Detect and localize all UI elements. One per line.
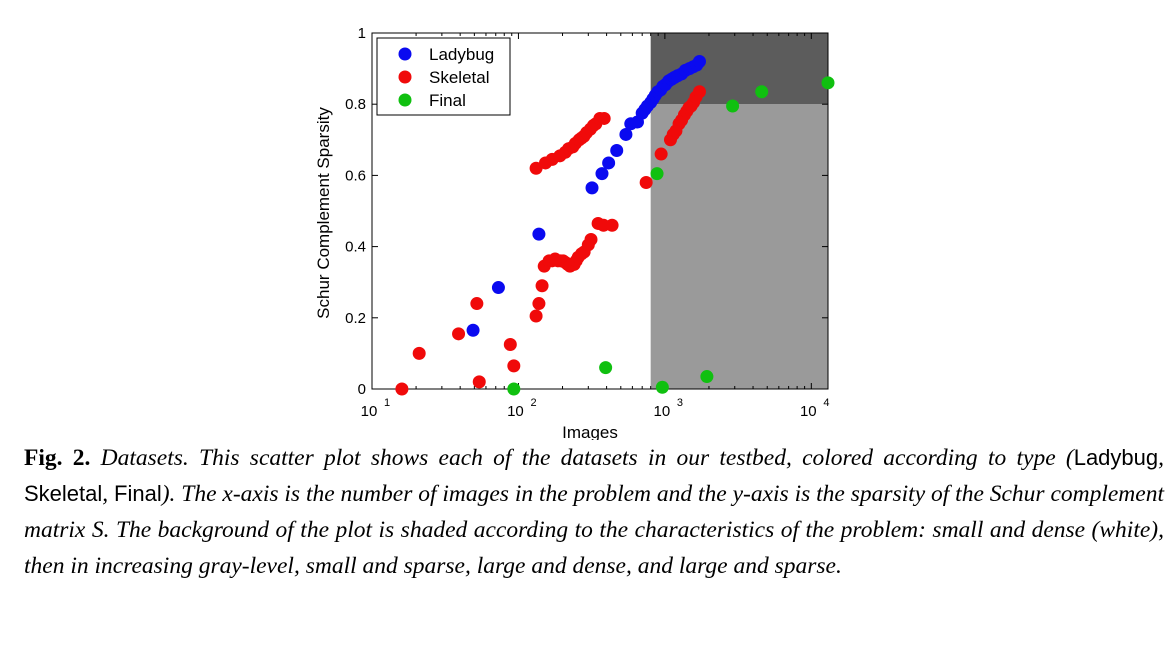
legend-label-skeletal: Skeletal: [429, 68, 489, 87]
x-tick-exponent: 3: [677, 397, 683, 409]
x-axis-label: Images: [562, 423, 618, 440]
series-ladybug: [466, 54, 706, 337]
data-point-skeletal: [503, 338, 517, 351]
y-tick-label: 0: [358, 381, 366, 398]
x-tick-exponent: 2: [530, 397, 536, 409]
caption-text-2: ). The x-axis is the number of images in…: [24, 481, 1164, 579]
data-point-skeletal: [529, 309, 543, 323]
x-tick-label: 10: [361, 403, 378, 420]
legend-marker-final: [398, 93, 412, 107]
caption-type-ladybug: Ladybug: [1073, 445, 1159, 470]
axis-ticks: 10 1 10 2 10 3 10 4 0 0.2 0.4 0.6 0.8 1: [345, 25, 829, 420]
legend: Ladybug Skeletal Final: [376, 37, 511, 116]
caption-type-skeletal: Skeletal: [24, 481, 103, 506]
shaded-region-1: [650, 104, 828, 389]
x-tick-label: 10: [507, 403, 524, 420]
data-point-final: [650, 167, 664, 181]
data-point-ladybug: [610, 143, 624, 157]
data-point-skeletal: [597, 111, 611, 125]
data-point-ladybug: [595, 167, 609, 181]
caption-text-1: Datasets. This scatter plot shows each o…: [90, 445, 1074, 471]
x-tick-exponent: 4: [823, 397, 829, 409]
data-point-skeletal: [584, 232, 598, 246]
data-point-skeletal: [395, 382, 409, 396]
scatter-chart: 10 1 10 2 10 3 10 4 0 0.2 0.4 0.6 0.8 1 Ladybug Skelet…: [314, 25, 835, 440]
shaded-region-2: [650, 33, 828, 105]
data-point-skeletal: [532, 297, 546, 311]
data-point-final: [755, 85, 769, 99]
data-points: [395, 54, 835, 396]
data-point-final: [700, 370, 714, 384]
figure-caption: Fig. 2. Datasets. This scatter plot show…: [24, 440, 1164, 584]
legend-marker-skeletal: [398, 70, 412, 84]
caption-separator: ,: [1158, 445, 1164, 471]
x-tick-label: 10: [800, 403, 817, 420]
y-tick-label: 0.2: [345, 310, 366, 327]
data-point-skeletal: [692, 85, 706, 99]
data-point-skeletal: [470, 297, 484, 311]
data-point-ladybug: [532, 227, 546, 241]
data-point-skeletal: [507, 359, 521, 373]
x-tick-exponent: 1: [384, 397, 390, 409]
background-regions: [650, 33, 828, 389]
y-tick-label: 0.6: [345, 167, 366, 184]
legend-marker-ladybug: [398, 47, 412, 61]
plot-area-frame: [371, 32, 829, 390]
data-point-skeletal: [535, 279, 549, 293]
data-point-final: [726, 99, 740, 113]
series-final: [507, 76, 835, 396]
series-skeletal: [395, 85, 706, 396]
data-point-ladybug: [585, 181, 599, 195]
data-point-final: [821, 76, 835, 90]
y-tick-label: 0.8: [345, 96, 366, 113]
data-point-skeletal: [472, 375, 486, 389]
x-tick-label: 10: [654, 403, 671, 420]
legend-label-ladybug: Ladybug: [429, 45, 494, 64]
caption-separator: ,: [102, 481, 115, 507]
caption-type-final: Final: [114, 481, 162, 506]
y-axis-label: Schur Complement Sparsity: [314, 107, 333, 319]
y-tick-label: 0.4: [345, 239, 366, 256]
data-point-ladybug: [692, 54, 706, 68]
data-point-skeletal: [452, 327, 466, 341]
data-point-skeletal: [605, 218, 619, 232]
legend-label-final: Final: [429, 91, 466, 110]
caption-label: Fig. 2.: [24, 445, 91, 471]
data-point-final: [599, 361, 613, 375]
data-point-ladybug: [491, 281, 505, 295]
y-tick-label: 1: [358, 25, 366, 42]
data-point-skeletal: [639, 176, 653, 190]
data-point-ladybug: [466, 323, 480, 337]
data-point-final: [655, 380, 669, 394]
data-point-ladybug: [619, 127, 633, 141]
data-point-skeletal: [412, 346, 426, 360]
data-point-final: [507, 382, 521, 396]
data-point-ladybug: [602, 156, 616, 170]
data-point-skeletal: [654, 147, 668, 161]
